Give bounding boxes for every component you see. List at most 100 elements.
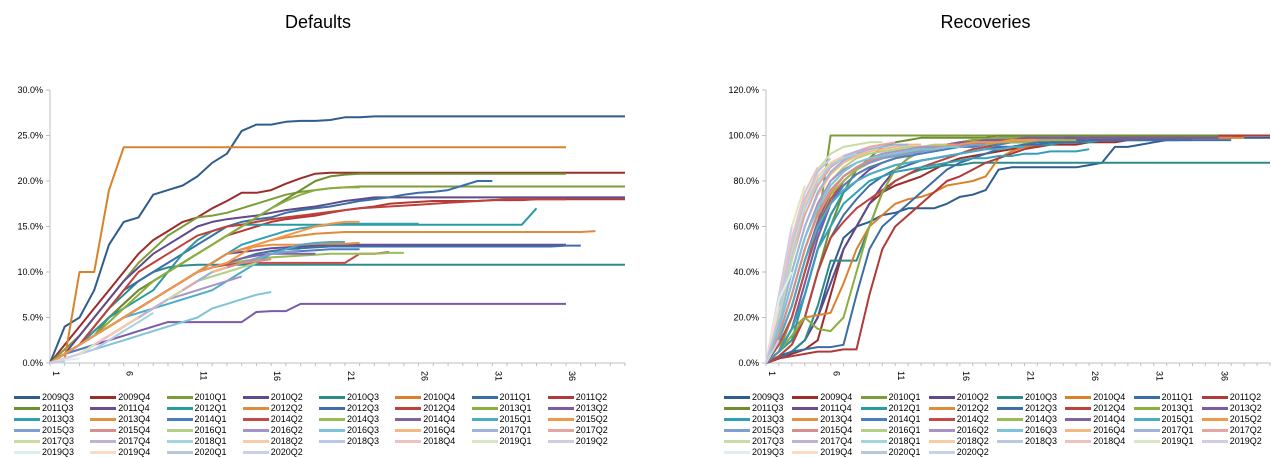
legend-item-2015Q4: 2015Q4 [90, 425, 166, 436]
legend-label: 2018Q3 [1025, 436, 1058, 446]
legend-item-2020Q1: 2020Q1 [166, 447, 243, 458]
legend-label: 2013Q1 [499, 403, 532, 413]
legend-swatch [1065, 440, 1092, 443]
legend-label: 2010Q4 [423, 392, 456, 402]
legend-swatch [1065, 418, 1092, 421]
series-line-2015Q2 [49, 220, 360, 364]
legend-swatch [860, 396, 887, 399]
legend-swatch [792, 451, 819, 454]
legend-label: 2015Q1 [499, 414, 532, 424]
legend-item-2018Q2: 2018Q2 [928, 436, 997, 447]
legend-item-2010Q1: 2010Q1 [860, 392, 929, 403]
legend-label: 2017Q2 [1229, 425, 1262, 435]
legend-label: 2019Q1 [499, 436, 532, 446]
legend-swatch [547, 418, 574, 421]
legend-swatch [166, 440, 193, 443]
legend-swatch [1201, 396, 1228, 399]
legend-swatch [242, 407, 269, 410]
legend-swatch [242, 396, 269, 399]
legend-item-2016Q1: 2016Q1 [166, 425, 243, 436]
y-tick-label: 40.0% [733, 267, 759, 277]
legend-swatch [860, 429, 887, 432]
legend-item-2013Q3: 2013Q3 [724, 414, 792, 425]
x-tick-label: 31 [493, 371, 503, 381]
legend-swatch [319, 396, 345, 399]
legend-label: 2014Q1 [888, 414, 921, 424]
legend-swatch [997, 429, 1023, 432]
legend-item-2019Q3: 2019Q3 [14, 447, 90, 458]
legend-item-2017Q3: 2017Q3 [14, 436, 90, 447]
legend-item-2015Q3: 2015Q3 [724, 425, 792, 436]
legend-swatch [14, 407, 40, 410]
x-tick-label: 16 [272, 371, 282, 381]
legend-item-2010Q4: 2010Q4 [395, 392, 471, 403]
legend-label: 2014Q3 [1025, 414, 1058, 424]
legend-swatch [14, 396, 40, 399]
legend-label: 2012Q4 [1093, 403, 1126, 413]
legend-item-2014Q3: 2014Q3 [319, 414, 395, 425]
legend-label: 2018Q2 [270, 436, 303, 446]
legend-item-2019Q3: 2019Q3 [724, 447, 792, 458]
legend-label: 2011Q4 [118, 403, 150, 413]
x-tick-label: 6 [125, 371, 135, 376]
defaults-chart-plot: 0.0%5.0%10.0%15.0%20.0%25.0%30.0%1 6 11 16 2… [17, 85, 626, 381]
y-tick-label: 20.0% [733, 313, 759, 323]
legend-label: 2019Q2 [575, 436, 608, 446]
legend-item-2013Q1: 2013Q1 [471, 403, 548, 414]
legend-item-2017Q2: 2017Q2 [1201, 425, 1270, 436]
legend-swatch [547, 396, 574, 399]
legend-label: 2012Q3 [347, 403, 380, 413]
series-line-2017Q3 [765, 141, 883, 364]
y-tick-label: 20.0% [17, 176, 43, 186]
series-line-2017Q1 [765, 143, 909, 364]
legend-item-2016Q3: 2016Q3 [319, 425, 395, 436]
legend-label: 2011Q2 [1229, 392, 1262, 402]
legend-item-2018Q2: 2018Q2 [242, 436, 319, 447]
legend-item-2011Q1: 2011Q1 [471, 392, 548, 403]
legend-item-2011Q4: 2011Q4 [792, 403, 860, 414]
legend-swatch [90, 396, 117, 399]
legend-label: 2013Q4 [820, 414, 853, 424]
legend-swatch [395, 429, 422, 432]
legend-label: 2018Q2 [956, 436, 989, 446]
recoveries-chart-panel: Recoveries 0.0% 20.0% 40.0% 60.0% 80.0% 100.0… [700, 0, 1271, 457]
series-line-2018Q1 [765, 152, 857, 364]
legend-swatch [792, 429, 819, 432]
legend-label: 2016Q3 [347, 425, 380, 435]
legend-swatch [547, 407, 574, 410]
legend-label: 2013Q3 [42, 414, 75, 424]
legend-label: 2010Q4 [1093, 392, 1126, 402]
legend-swatch [792, 407, 819, 410]
legend-swatch [724, 407, 750, 410]
legend-item-2011Q1: 2011Q1 [1133, 392, 1202, 403]
legend-label: 2011Q1 [1161, 392, 1193, 402]
legend-item-2014Q1: 2014Q1 [860, 414, 929, 425]
legend-item-2018Q1: 2018Q1 [166, 436, 243, 447]
x-tick-label: 26 [1090, 371, 1100, 381]
legend-item-2018Q3: 2018Q3 [319, 436, 395, 447]
legend-item-2013Q4: 2013Q4 [792, 414, 860, 425]
series-line-2012Q1 [49, 207, 538, 364]
legend-label: 2013Q4 [118, 414, 151, 424]
legend-item-2009Q4: 2009Q4 [90, 392, 166, 403]
legend-swatch [860, 418, 887, 421]
legend-item-2017Q3: 2017Q3 [724, 436, 792, 447]
legend-swatch [547, 429, 574, 432]
legend-item-2016Q3: 2016Q3 [997, 425, 1065, 436]
legend-swatch [319, 429, 345, 432]
legend-item-2016Q2: 2016Q2 [928, 425, 997, 436]
legend-swatch [395, 407, 422, 410]
legend-item-2011Q4: 2011Q4 [90, 403, 166, 414]
x-tick-label: 16 [961, 371, 971, 381]
legend-item-2012Q1: 2012Q1 [166, 403, 243, 414]
legend-label: 2020Q1 [888, 447, 921, 457]
legend-swatch [928, 418, 955, 421]
legend-item-2015Q1: 2015Q1 [471, 414, 548, 425]
legend-swatch [928, 396, 955, 399]
legend-label: 2011Q3 [42, 403, 74, 413]
legend-item-2013Q2: 2013Q2 [547, 403, 624, 414]
legend-swatch [319, 440, 345, 443]
legend-swatch [792, 440, 819, 443]
y-tick-label: 15.0% [17, 222, 43, 232]
series-line-2009Q4 [49, 171, 625, 364]
